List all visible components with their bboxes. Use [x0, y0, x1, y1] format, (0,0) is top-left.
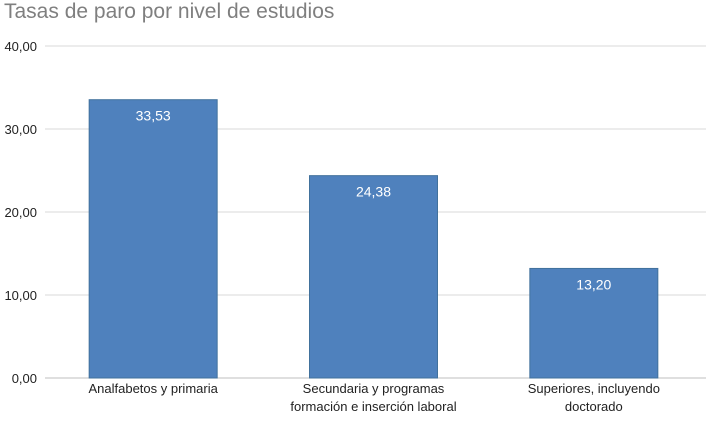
data-label: 13,20	[576, 276, 611, 292]
chart-title: Tasas de paro por nivel de estudios	[4, 0, 335, 23]
bar	[309, 175, 438, 379]
x-tick-label: formación e inserción laboral	[290, 399, 456, 414]
y-tick-label: 40,00	[4, 39, 37, 54]
y-tick-label: 20,00	[4, 205, 37, 220]
bar	[529, 267, 659, 379]
x-tick-label: Secundaria y programas	[303, 381, 445, 396]
data-label: 24,38	[356, 184, 391, 200]
x-tick-label: Superiores, incluyendo	[528, 381, 660, 396]
y-tick-label: 30,00	[4, 122, 37, 137]
bar	[88, 99, 218, 379]
y-tick-label: 0,00	[12, 371, 37, 386]
data-label: 33,53	[136, 108, 171, 124]
x-tick-label: doctorado	[565, 399, 623, 414]
y-tick-label: 10,00	[4, 288, 37, 303]
x-tick-label: Analfabetos y primaria	[88, 381, 218, 396]
